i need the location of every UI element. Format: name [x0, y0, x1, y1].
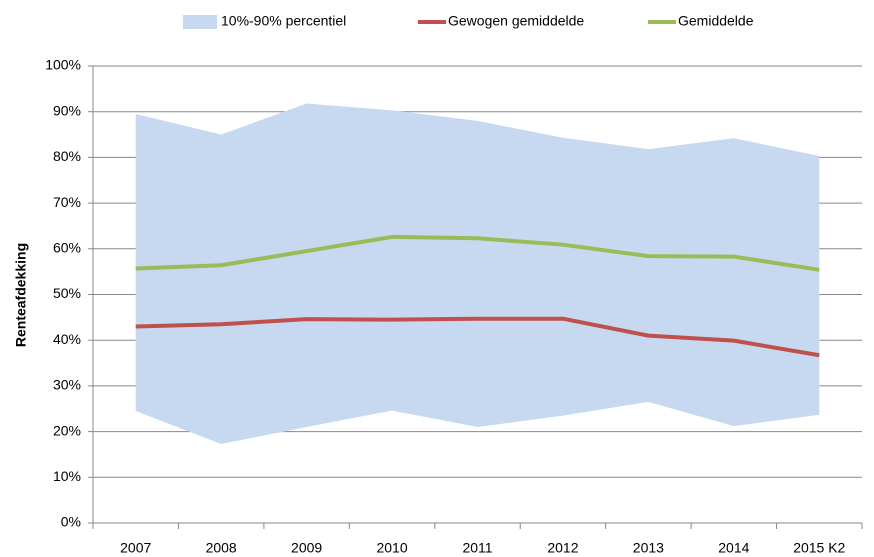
x-tick-label: 2007 [120, 540, 151, 556]
series-line [135, 316, 820, 358]
x-tick-label: 2014 [718, 540, 749, 556]
x-tick-label: 2008 [206, 540, 237, 556]
y-tick-label: 0% [61, 514, 81, 530]
x-tick-label: 2013 [633, 540, 664, 556]
y-axis-label: Renteafdekking [13, 243, 29, 347]
y-tick-label: 80% [53, 148, 81, 164]
legend-swatch [183, 15, 217, 29]
x-tick-label: 2015 K2 [793, 540, 845, 556]
series-line [135, 234, 820, 272]
y-tick-label: 40% [53, 331, 81, 347]
y-tick-label: 50% [53, 285, 81, 301]
legend-label: Gewogen gemiddelde [448, 13, 584, 29]
y-tick-label: 60% [53, 240, 81, 256]
y-tick-label: 10% [53, 468, 81, 484]
x-tick-label: 2010 [376, 540, 407, 556]
x-tick-label: 2012 [547, 540, 578, 556]
y-tick-label: 70% [53, 194, 81, 210]
legend-label: Gemiddelde [678, 13, 754, 29]
percentile-band [135, 103, 820, 444]
y-tick-label: 100% [45, 57, 81, 73]
y-tick-label: 20% [53, 422, 81, 438]
legend-label: 10%-90% percentiel [221, 13, 346, 29]
x-tick-label: 2011 [462, 540, 492, 556]
y-tick-label: 90% [53, 102, 81, 118]
y-tick-label: 30% [53, 377, 81, 393]
x-tick-label: 2009 [291, 540, 322, 556]
